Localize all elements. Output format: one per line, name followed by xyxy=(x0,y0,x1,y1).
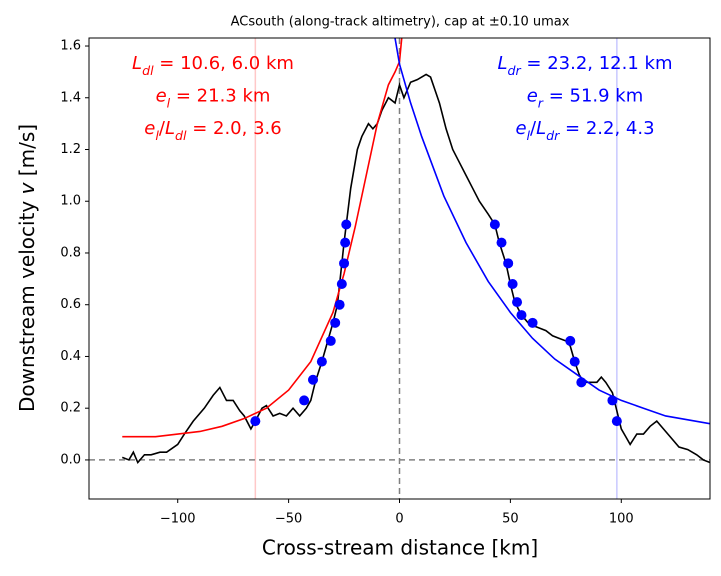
text-part: dr xyxy=(508,63,522,78)
y-tick-label: 1.2 xyxy=(60,142,81,157)
text-part: e xyxy=(156,86,167,107)
annotation: el/Ldr = 2.2, 4.3 xyxy=(515,118,654,143)
text-part: / xyxy=(530,118,537,139)
x-tick-label: 50 xyxy=(502,512,519,527)
text-part: = 21.3 km xyxy=(170,86,270,107)
text-part: = 2.2, 4.3 xyxy=(559,118,654,139)
chart-title: ACsouth (along-track altimetry), cap at … xyxy=(231,15,570,30)
line-series xyxy=(121,73,710,465)
data-point xyxy=(503,258,514,269)
text-part: v xyxy=(15,181,39,194)
text-part: = 23.2, 12.1 km xyxy=(521,53,673,74)
data-point xyxy=(512,297,523,308)
text-part: L xyxy=(536,118,546,139)
x-axis-label: Cross-stream distance [km] xyxy=(262,536,538,560)
data-point xyxy=(330,317,341,328)
text-part: L xyxy=(165,118,175,139)
y-tick-label: 1.6 xyxy=(60,39,81,54)
text-part: Downstream velocity xyxy=(15,194,39,412)
annotation: el/Ldl = 2.0, 3.6 xyxy=(144,118,281,143)
data-point xyxy=(340,237,351,248)
text-part: L xyxy=(132,53,142,74)
data-point xyxy=(507,279,518,290)
data-point xyxy=(569,356,580,367)
plot-area xyxy=(89,38,710,499)
y-tick-label: 0.2 xyxy=(60,401,81,416)
x-tick-label: −50 xyxy=(275,512,302,527)
line-series xyxy=(122,38,403,438)
text-part: dl xyxy=(142,63,154,78)
y-tick-label: 1.4 xyxy=(60,90,81,105)
text-part: l xyxy=(167,96,171,111)
data-point xyxy=(339,258,350,269)
annotation: Ldl = 10.6, 6.0 km xyxy=(132,53,294,78)
data-point xyxy=(565,335,576,346)
data-point xyxy=(341,219,352,230)
data-point xyxy=(308,374,319,385)
text-part: dr xyxy=(546,128,560,143)
text-part: e xyxy=(144,118,155,139)
x-tick-label: 0 xyxy=(395,512,403,527)
y-tick-label: 0.4 xyxy=(60,349,81,364)
annotation: er = 51.9 km xyxy=(527,86,644,111)
text-part: l xyxy=(527,128,531,143)
text-part: = 10.6, 6.0 km xyxy=(154,53,294,74)
data-point xyxy=(516,310,527,321)
text-part: L xyxy=(497,53,507,74)
text-part: l xyxy=(155,128,159,143)
text-part: e xyxy=(527,86,538,107)
data-point xyxy=(316,356,327,367)
data-point xyxy=(496,237,507,248)
y-tick-label: 0.0 xyxy=(60,452,81,467)
y-tick-label: 0.6 xyxy=(60,297,81,312)
x-tick-label: −100 xyxy=(160,512,196,527)
text-part: / xyxy=(159,118,166,139)
data-point xyxy=(611,416,622,427)
x-tick-label: 100 xyxy=(609,512,634,527)
text-part: r xyxy=(538,96,544,111)
text-part: dl xyxy=(175,128,187,143)
text-part: = 2.0, 3.6 xyxy=(186,118,281,139)
data-point xyxy=(489,219,500,230)
data-point xyxy=(334,299,345,310)
text-part: = 51.9 km xyxy=(543,86,643,107)
text-part: [m/s] xyxy=(15,124,39,183)
y-tick-label: 0.8 xyxy=(60,245,81,260)
data-point xyxy=(576,377,587,388)
annotation: Ldr = 23.2, 12.1 km xyxy=(497,53,672,78)
annotation: el = 21.3 km xyxy=(156,86,271,111)
line-series xyxy=(394,38,710,425)
data-point xyxy=(250,416,261,427)
y-tick-label: 1.0 xyxy=(60,194,81,209)
y-axis-label: Downstream velocity v [m/s] xyxy=(15,124,39,412)
data-point xyxy=(299,395,310,406)
data-point xyxy=(325,335,336,346)
data-point xyxy=(607,395,618,406)
data-point xyxy=(336,279,347,290)
data-point xyxy=(527,317,538,328)
text-part: e xyxy=(515,118,526,139)
